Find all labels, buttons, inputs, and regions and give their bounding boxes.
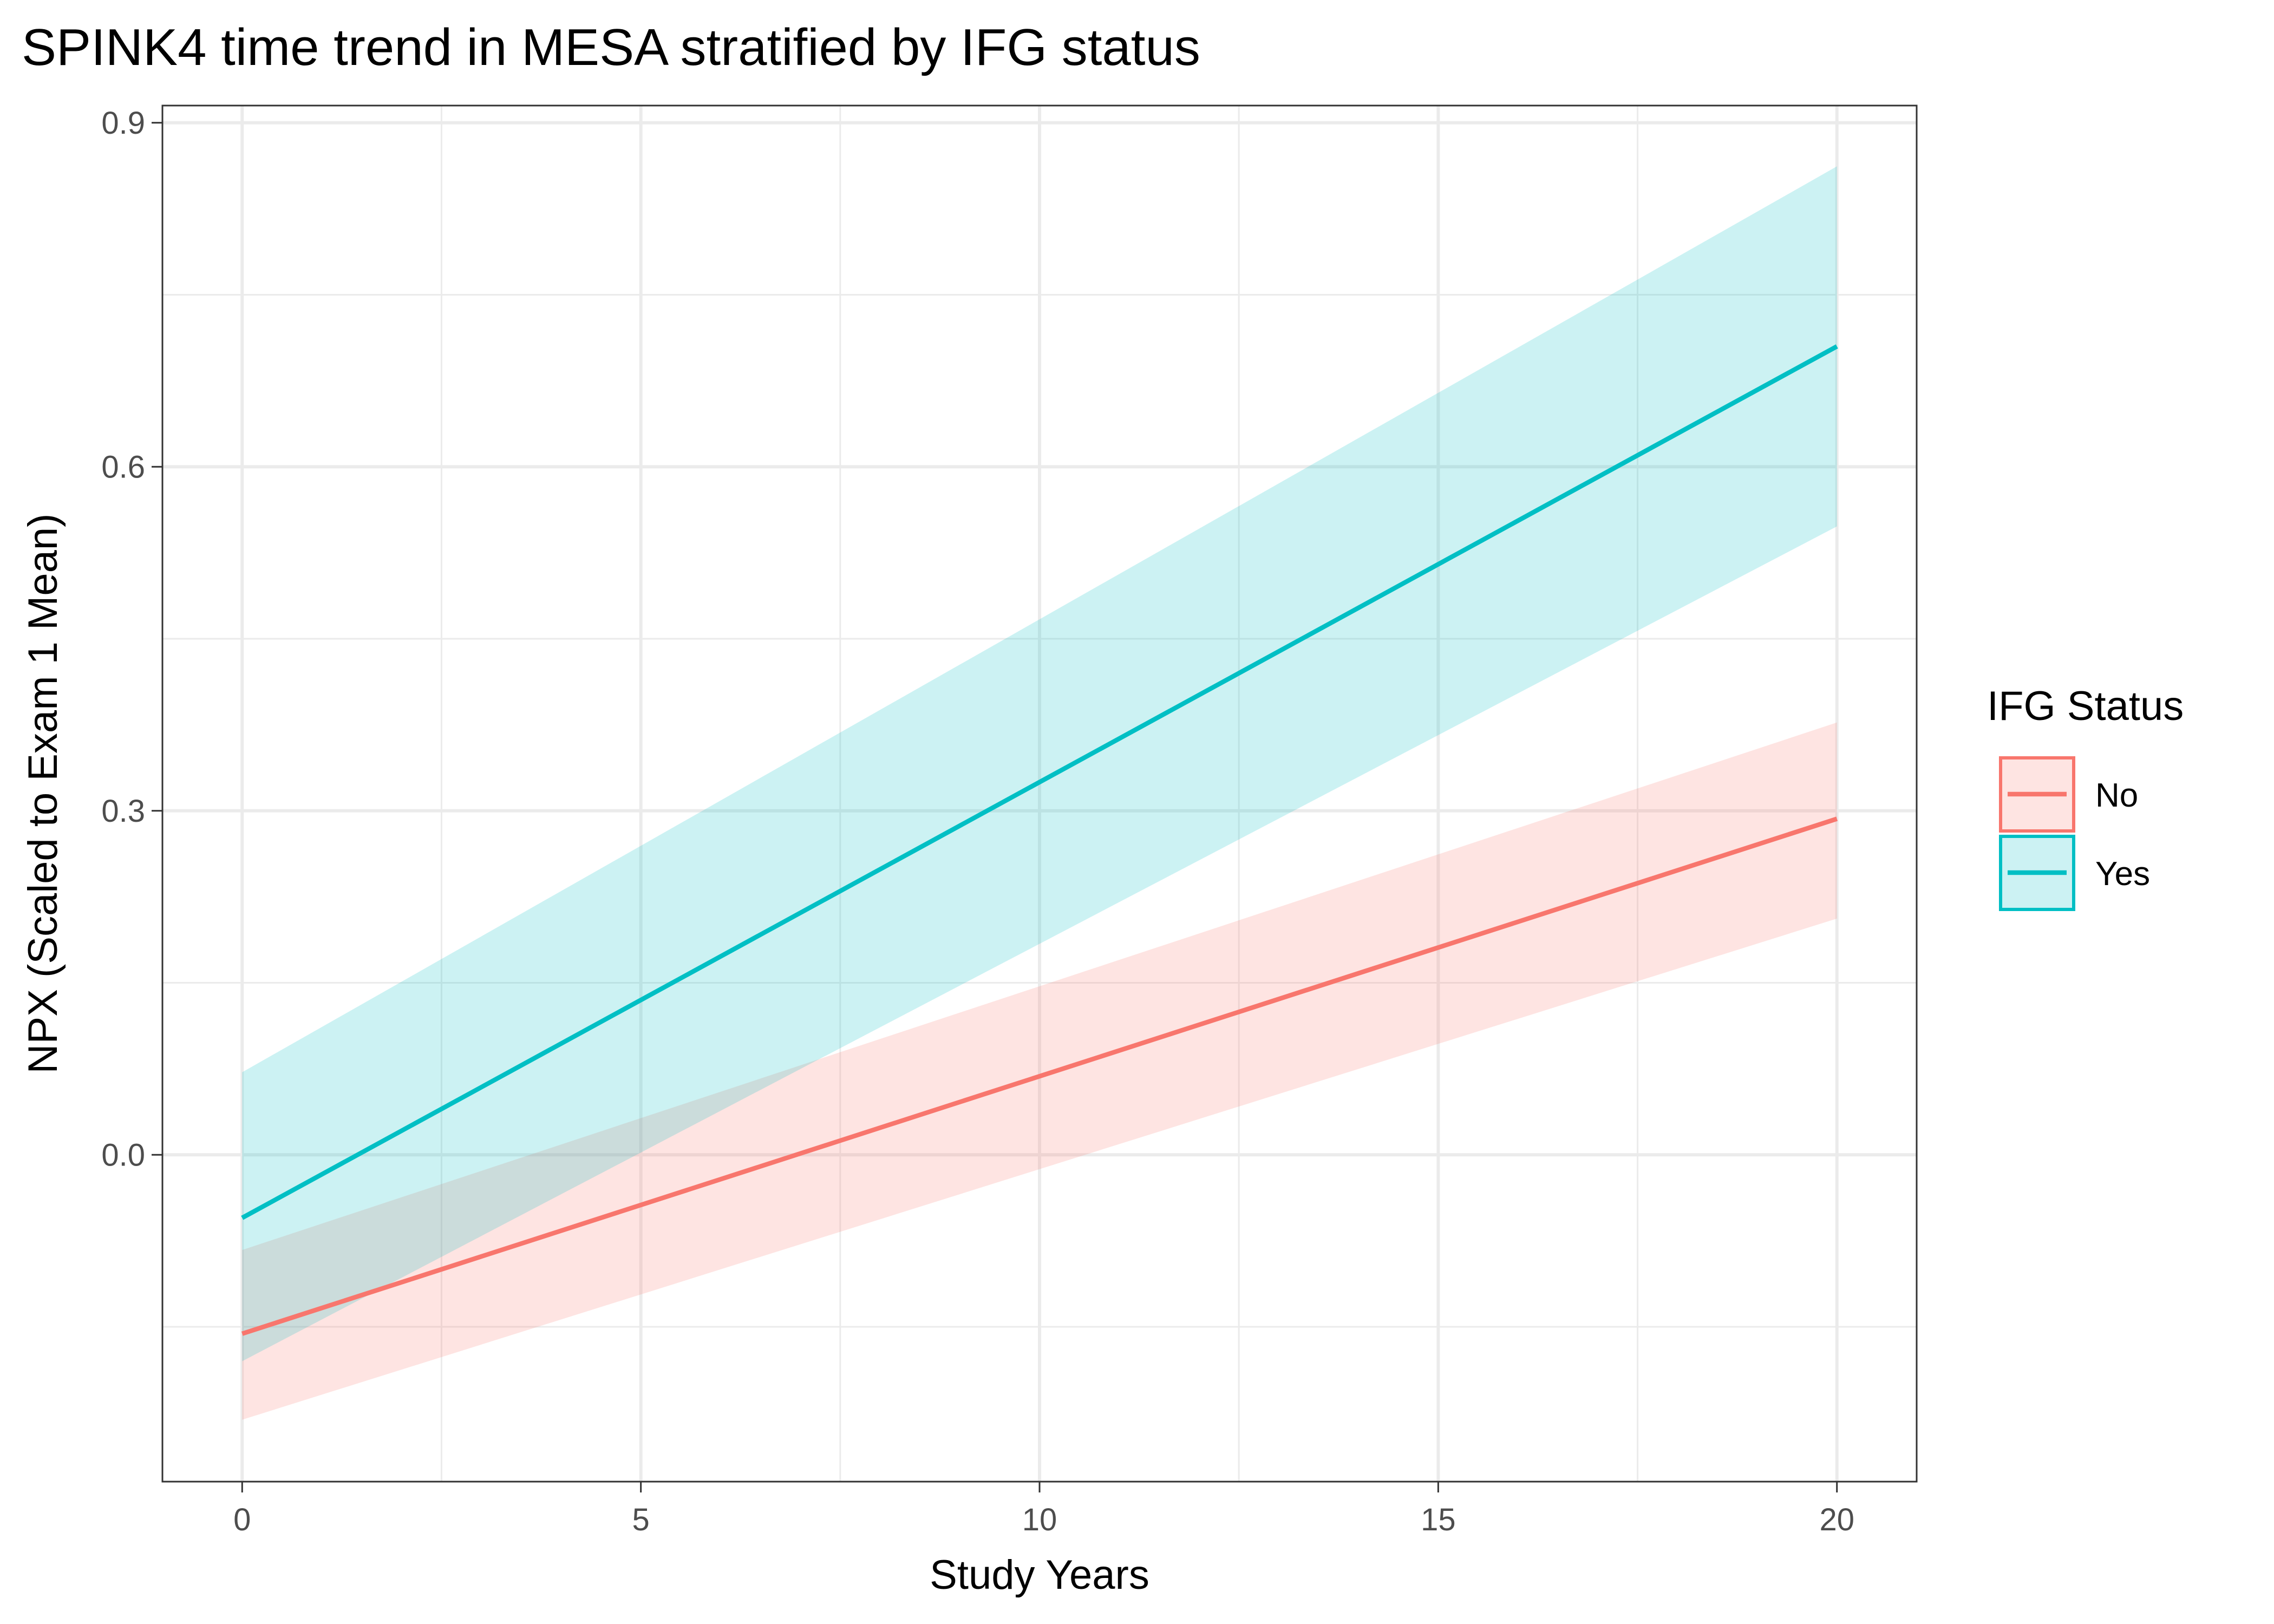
x-tick-label: 10	[1022, 1502, 1057, 1537]
ribbon-yes	[242, 166, 1837, 1361]
x-tick-label: 15	[1421, 1502, 1456, 1537]
line-yes	[241, 344, 1838, 1220]
y-axis-title: NPX (Scaled to Exam 1 Mean)	[20, 514, 66, 1074]
y-axis: 0.0 0.3 0.6 0.9	[101, 106, 162, 1173]
ribbon-no	[242, 722, 1837, 1420]
x-tick-label: 0	[233, 1502, 251, 1537]
y-tick-label: 0.6	[101, 449, 145, 484]
x-tick-label: 5	[632, 1502, 650, 1537]
x-axis: 0 5 10 15 20	[233, 1482, 1854, 1537]
y-tick-label: 0.0	[101, 1137, 145, 1173]
legend-title: IFG Status	[1987, 683, 2184, 729]
legend-label-yes: Yes	[2095, 855, 2150, 893]
chart-title: SPINK4 time trend in MESA stratified by …	[22, 18, 1200, 76]
grid-major	[162, 106, 1917, 1482]
y-tick-label: 0.3	[101, 794, 145, 829]
legend: IFG Status No Yes	[1987, 683, 2184, 911]
confidence-ribbons	[242, 166, 1837, 1420]
y-tick-label: 0.9	[101, 106, 145, 141]
legend-label-no: No	[2095, 777, 2138, 814]
line-no	[241, 816, 1838, 1336]
x-tick-label: 20	[1819, 1502, 1854, 1537]
x-axis-title: Study Years	[930, 1552, 1149, 1598]
series-lines	[241, 344, 1838, 1336]
